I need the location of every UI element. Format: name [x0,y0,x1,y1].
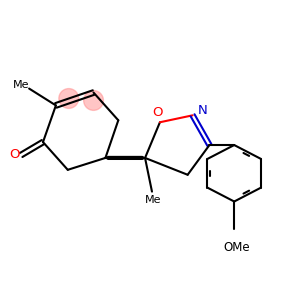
Circle shape [84,91,103,110]
Text: O: O [153,106,163,119]
Text: O: O [9,148,20,161]
Circle shape [59,88,79,108]
Text: Me: Me [145,194,161,205]
Text: Me: Me [13,80,29,90]
Text: OMe: OMe [223,241,250,254]
Text: N: N [198,104,207,117]
